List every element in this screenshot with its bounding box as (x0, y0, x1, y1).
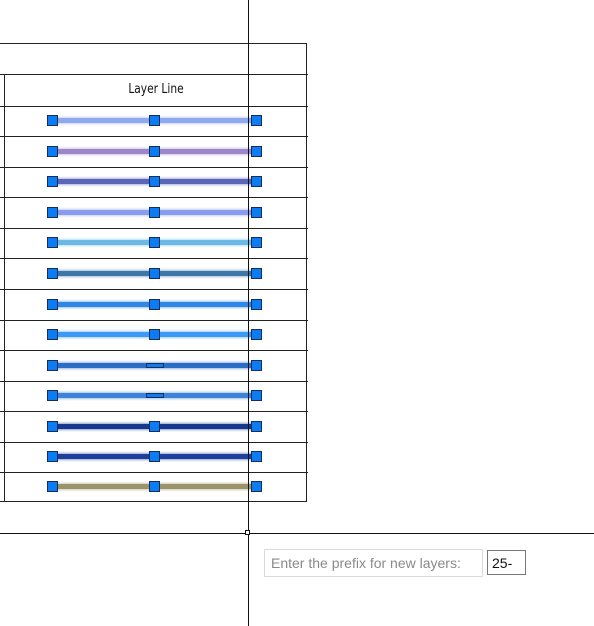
midpoint-grip[interactable] (149, 299, 160, 310)
endpoint-grip[interactable] (251, 207, 262, 218)
endpoint-grip[interactable] (47, 451, 58, 462)
endpoint-grip[interactable] (251, 360, 262, 371)
midpoint-grip[interactable] (149, 146, 160, 157)
endpoint-grip[interactable] (47, 237, 58, 248)
endpoint-grip[interactable] (47, 268, 58, 279)
endpoint-grip[interactable] (47, 146, 58, 157)
endpoint-grip[interactable] (47, 390, 58, 401)
endpoint-grip[interactable] (251, 237, 262, 248)
row-divider (0, 228, 308, 229)
endpoint-grip[interactable] (251, 481, 262, 492)
command-prompt-label: Enter the prefix for new layers: (264, 549, 483, 577)
midpoint-grip[interactable] (149, 481, 160, 492)
endpoint-grip[interactable] (47, 360, 58, 371)
endpoint-grip[interactable] (251, 421, 262, 432)
layer-prefix-input[interactable] (487, 550, 526, 575)
endpoint-grip[interactable] (47, 115, 58, 126)
midpoint-grip[interactable] (149, 329, 160, 340)
endpoint-grip[interactable] (47, 207, 58, 218)
crosshair-horizontal (0, 533, 594, 534)
midpoint-grip[interactable] (149, 451, 160, 462)
column-divider (4, 74, 5, 502)
midpoint-grip[interactable] (149, 237, 160, 248)
row-divider (0, 411, 308, 412)
cursor-pickbox (245, 530, 250, 535)
endpoint-grip[interactable] (47, 299, 58, 310)
row-divider (0, 74, 308, 75)
midpoint-grip[interactable] (146, 393, 164, 398)
endpoint-grip[interactable] (47, 176, 58, 187)
row-divider (0, 442, 308, 443)
row-divider (0, 289, 308, 290)
layer-line-header: Layer Line (128, 82, 184, 97)
row-divider (0, 381, 308, 382)
endpoint-grip[interactable] (47, 481, 58, 492)
row-divider (0, 106, 308, 107)
endpoint-grip[interactable] (251, 451, 262, 462)
row-divider (0, 197, 308, 198)
midpoint-grip[interactable] (149, 176, 160, 187)
endpoint-grip[interactable] (47, 329, 58, 340)
endpoint-grip[interactable] (251, 268, 262, 279)
endpoint-grip[interactable] (251, 329, 262, 340)
row-divider (0, 472, 308, 473)
crosshair-vertical (248, 0, 249, 626)
midpoint-grip[interactable] (149, 421, 160, 432)
row-divider (0, 167, 308, 168)
row-divider (0, 258, 308, 259)
midpoint-grip[interactable] (149, 115, 160, 126)
midpoint-grip[interactable] (149, 268, 160, 279)
endpoint-grip[interactable] (47, 421, 58, 432)
row-divider (0, 136, 308, 137)
layer-table (0, 43, 307, 502)
midpoint-grip[interactable] (149, 207, 160, 218)
row-divider (0, 350, 308, 351)
endpoint-grip[interactable] (251, 176, 262, 187)
endpoint-grip[interactable] (251, 390, 262, 401)
endpoint-grip[interactable] (251, 146, 262, 157)
endpoint-grip[interactable] (251, 299, 262, 310)
endpoint-grip[interactable] (251, 115, 262, 126)
midpoint-grip[interactable] (146, 363, 164, 368)
row-divider (0, 320, 308, 321)
